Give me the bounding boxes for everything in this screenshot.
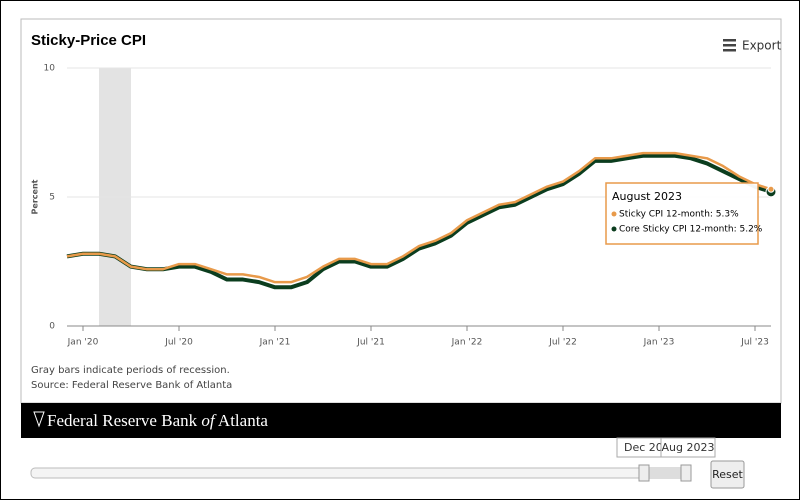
tooltip-box [605,182,759,245]
y-axis-label: Percent [31,179,40,214]
reset-label[interactable]: Reset [712,468,743,481]
hover-marker [767,185,775,193]
export-button[interactable]: Export [723,39,782,53]
slider-track[interactable] [30,467,692,479]
y-tick-label: 5 [49,193,55,203]
chart-title: Sticky-Price CPI [31,32,146,49]
slider-handle[interactable] [638,464,650,482]
slider-end: Aug 2023 [662,441,715,454]
banner-part: of [201,411,217,430]
x-tick-label: Jul '22 [548,338,577,348]
y-tick-label: 0 [49,322,55,332]
tooltip: August 2023 Sticky CPI 12-month: 5.3% Core… [605,182,763,245]
x-tick-label: Jul '20 [164,338,193,348]
logo [33,411,45,428]
x-tick-label: Jul '23 [740,338,769,348]
x-tick-label: Jan '23 [643,338,675,348]
x-tick-label: Jan '22 [451,338,483,348]
banner-part: Federal Reserve Bank [47,411,198,430]
plot-area [66,67,772,327]
reset-button[interactable]: Reset [710,460,745,489]
x-tick-label: Jan '20 [67,338,99,348]
tooltip-title: August 2023 [612,190,682,203]
slider-label-box [660,437,716,458]
note: Source: Federal Reserve Bank of Atlanta [31,380,232,391]
slider-handle[interactable] [680,464,692,482]
tooltip-dot [611,211,617,217]
slider-range[interactable] [644,468,686,478]
export-label[interactable]: Export [742,39,782,53]
x-tick-label: Jul '21 [356,338,385,348]
banner-text: Federal Reserve Bank of Atlanta [47,411,268,430]
series-line [66,151,772,284]
banner [21,403,781,438]
x-tick-label: Jan '21 [259,338,291,348]
tooltip-line: Core Sticky CPI 12-month: 5.2% [619,225,763,235]
series-line [66,153,772,290]
tooltip-dot [611,226,617,232]
tooltip-line: Sticky CPI 12-month: 5.3% [619,210,739,220]
banner-part: Atlanta [218,411,268,430]
y-tick-label: 10 [44,64,56,74]
note: Gray bars indicate periods of recession. [31,365,230,376]
